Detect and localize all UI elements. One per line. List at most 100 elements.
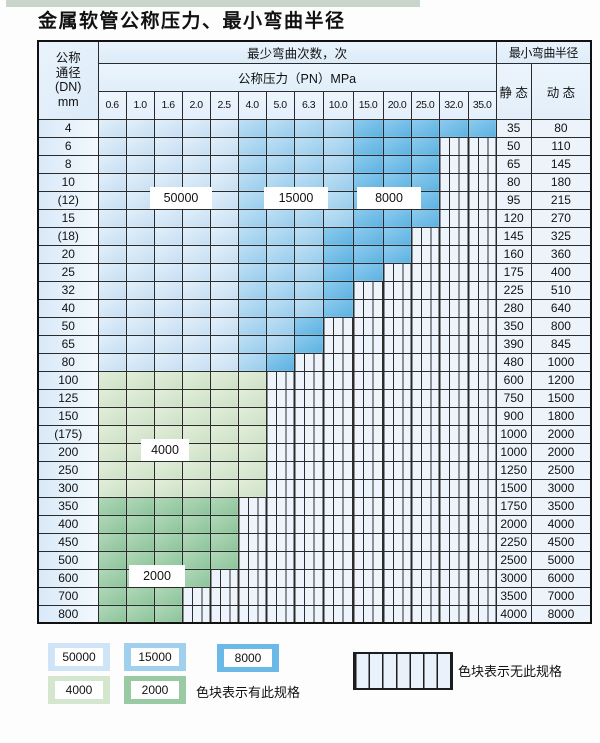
table-row: 4 35 80 — [37, 118, 592, 138]
spec-cell-x — [382, 388, 412, 408]
spec-cell-b1 — [181, 280, 211, 300]
dynamic-value: 80 — [530, 118, 592, 138]
dynamic-value: 1200 — [530, 370, 592, 390]
spec-cell-x — [322, 406, 354, 426]
spec-cell-b1 — [125, 316, 155, 336]
spec-cell-g1 — [125, 460, 155, 480]
spec-cell-b3 — [382, 244, 412, 264]
band-label-4000: 4000 — [141, 439, 189, 461]
dn-cell: 50 — [37, 316, 99, 336]
spec-cell-b1 — [125, 262, 155, 282]
pressure-value: 20.0 — [382, 90, 412, 120]
spec-cell-g1 — [209, 460, 239, 480]
spec-cell-b1 — [97, 316, 127, 336]
spec-cell-b1 — [181, 298, 211, 318]
spec-cell-x — [265, 604, 295, 624]
dn-cell: 450 — [37, 532, 99, 552]
spec-cell-b1 — [153, 316, 183, 336]
spec-cell-b1 — [125, 280, 155, 300]
dynamic-value: 4500 — [530, 532, 592, 552]
spec-cell-g2 — [97, 496, 127, 516]
spec-cell-x — [352, 298, 384, 318]
spec-cell-b2 — [237, 118, 267, 138]
spec-cell-g1 — [237, 460, 267, 480]
spec-cell-x — [410, 226, 440, 246]
spec-cell-b2 — [322, 208, 354, 228]
dn-cell: 20 — [37, 244, 99, 264]
spec-cell-b2 — [293, 262, 324, 282]
spec-cell-x — [352, 604, 384, 624]
spec-cell-x — [382, 424, 412, 444]
spec-cell-x — [322, 370, 354, 390]
spec-cell-x — [265, 550, 295, 570]
spec-cell-x — [322, 550, 354, 570]
spec-cell-g2 — [97, 514, 127, 534]
spec-cell-x — [322, 424, 354, 444]
spec-cell-x — [410, 352, 440, 372]
dynamic-value: 400 — [530, 262, 592, 282]
spec-cell-b2 — [237, 352, 267, 372]
spec-cell-x — [352, 370, 384, 390]
spec-cell-x — [382, 352, 412, 372]
spec-cell-b3 — [352, 172, 384, 192]
spec-cell-x — [265, 586, 295, 606]
spec-cell-b1 — [125, 136, 155, 156]
spec-cell-x — [410, 316, 440, 336]
dn-cell: 250 — [37, 460, 99, 480]
spec-cell-b1 — [125, 190, 155, 210]
spec-cell-x — [467, 514, 497, 534]
spec-cell-b2 — [265, 280, 295, 300]
spec-cell-x — [237, 550, 267, 570]
spec-cell-b1 — [125, 208, 155, 228]
spec-cell-x — [382, 532, 412, 552]
spec-cell-g2 — [181, 514, 211, 534]
radius-header: 最小弯曲半径 — [495, 40, 592, 64]
dn-cell: 500 — [37, 550, 99, 570]
spec-cell-x — [322, 442, 354, 462]
spec-cell-x — [293, 532, 324, 552]
spec-cell-x — [467, 442, 497, 462]
spec-cell-x — [352, 424, 384, 444]
static-value: 2000 — [495, 514, 532, 534]
spec-cell-b2 — [237, 316, 267, 336]
spec-cell-b3 — [382, 226, 412, 246]
spec-cell-g1 — [153, 388, 183, 408]
spec-cell-b2 — [293, 280, 324, 300]
spec-cell-x — [382, 514, 412, 534]
spec-cell-b1 — [209, 136, 239, 156]
spec-cell-b1 — [97, 298, 127, 318]
spec-cell-g1 — [97, 478, 127, 498]
legend-value: 2000 — [131, 681, 179, 699]
spec-cell-b2 — [237, 334, 267, 354]
table-row: 350 1750 3500 — [37, 496, 592, 516]
dynamic-value: 3000 — [530, 478, 592, 498]
dn-cell: 15 — [37, 208, 99, 228]
spec-cell-x — [467, 334, 497, 354]
spec-cell-g1 — [237, 370, 267, 390]
static-value: 145 — [495, 226, 532, 246]
spec-cell-g1 — [97, 370, 127, 390]
spec-cell-x — [410, 280, 440, 300]
spec-cell-x — [352, 550, 384, 570]
static-value: 1250 — [495, 460, 532, 480]
table-row: 700 3500 7000 — [37, 586, 592, 606]
spec-cell-g2 — [153, 514, 183, 534]
spec-cell-g1 — [237, 478, 267, 498]
spec-cell-x — [438, 568, 469, 588]
spec-cell-b1 — [97, 334, 127, 354]
spec-cell-g1 — [153, 460, 183, 480]
spec-cell-b3 — [467, 118, 497, 138]
spec-cell-b1 — [153, 334, 183, 354]
table-row: 400 2000 4000 — [37, 514, 592, 534]
header-row: 公称 通径 (DN) mm 最少弯曲次数，次 最小弯曲半径 — [37, 40, 592, 120]
spec-cell-x — [467, 586, 497, 606]
dn-cell: 600 — [37, 568, 99, 588]
dn-cell: 80 — [37, 352, 99, 372]
spec-cell-x — [467, 316, 497, 336]
spec-cell-g2 — [125, 586, 155, 606]
spec-cell-x — [352, 496, 384, 516]
spec-cell-x — [382, 568, 412, 588]
spec-cell-g1 — [97, 424, 127, 444]
static-value: 175 — [495, 262, 532, 282]
spec-cell-b2 — [322, 154, 354, 174]
